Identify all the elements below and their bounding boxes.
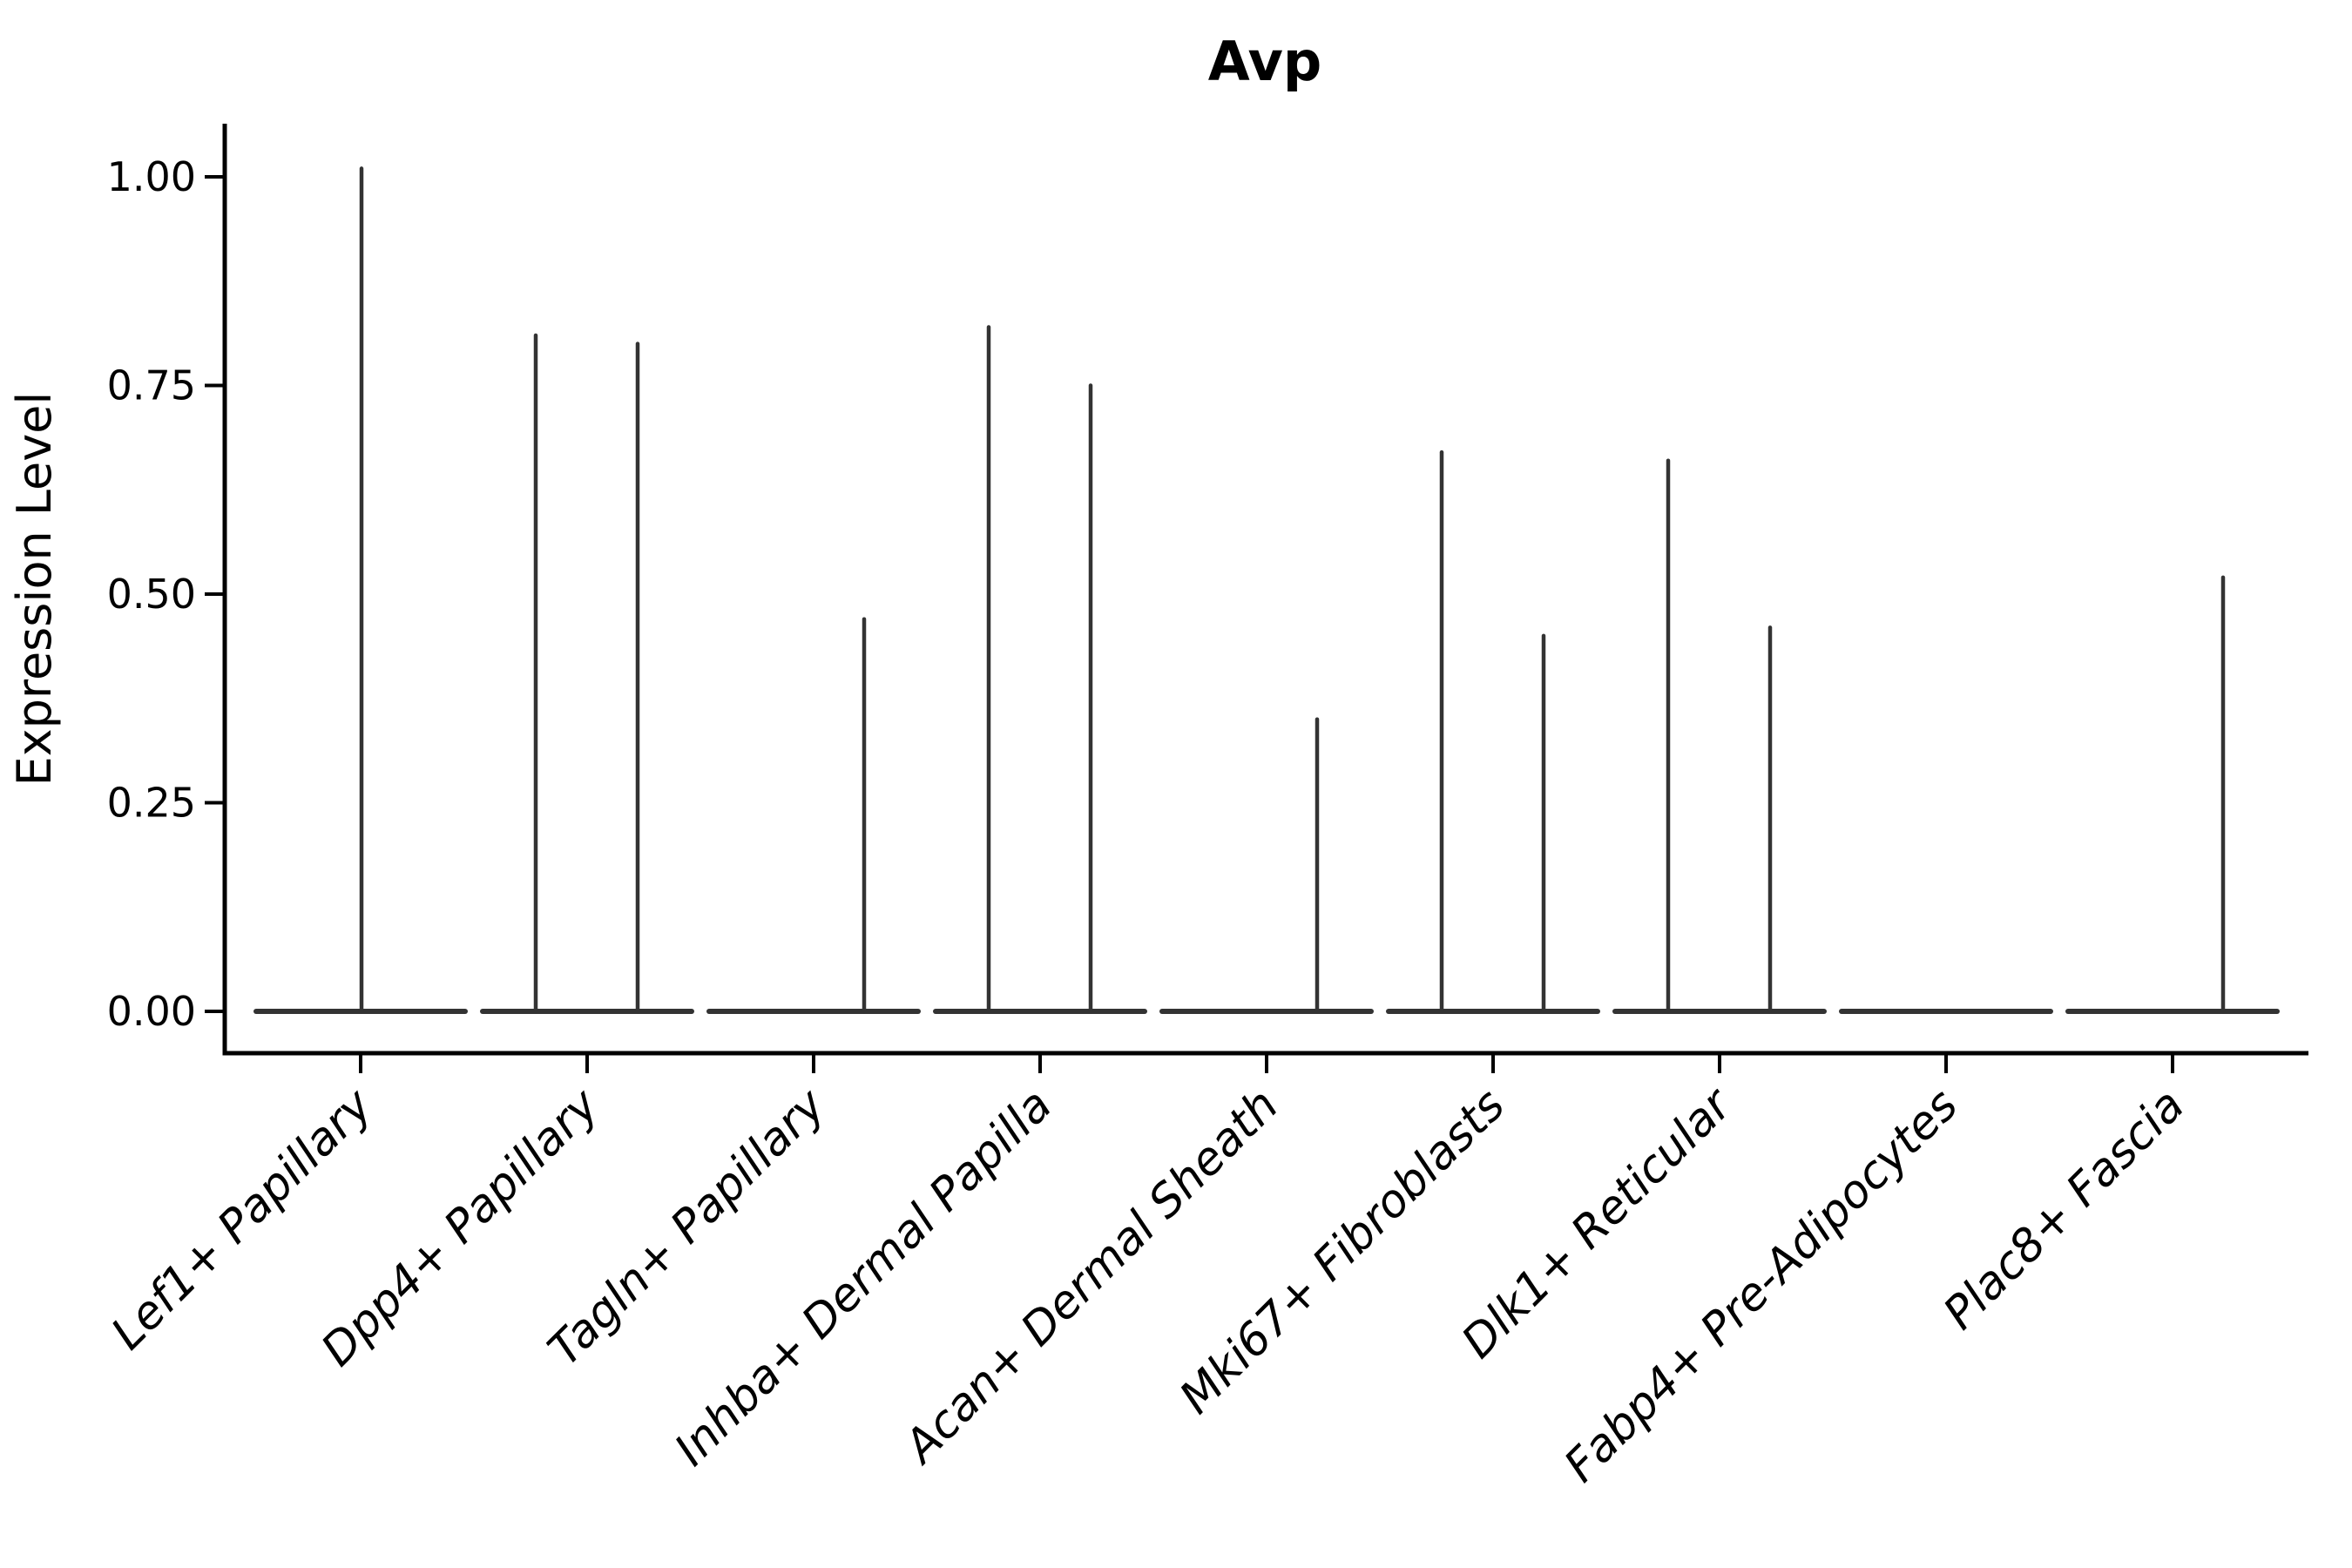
violin-plac8-fascia	[2065, 575, 2280, 1014]
x-tick-label-acan-dermal-sheath: Acan+ Dermal Sheath	[893, 1079, 1288, 1475]
violin-dpp4-papillary	[480, 333, 694, 1014]
violin-lef1-papillary	[253, 166, 468, 1014]
y-tick-label-0-50: 0.50	[107, 571, 196, 618]
y-tick-label-0-00: 0.00	[107, 988, 196, 1035]
x-tick-label-inhba-dermal-papilla: Inhba+ Dermal Papilla	[665, 1079, 1062, 1477]
x-tick-label-plac8-fascia: Plac8+ Fascia	[1934, 1079, 2194, 1340]
y-tick-label-0-75: 0.75	[107, 362, 196, 409]
violins-layer	[253, 166, 2280, 1014]
violin-acan-dermal-sheath	[1159, 717, 1374, 1014]
violin-dlk1-reticular	[1612, 458, 1827, 1014]
violin-inhba-dermal-papilla	[933, 325, 1147, 1014]
y-tick-label-0-25: 0.25	[107, 780, 196, 827]
y-tick-label-1-00: 1.00	[107, 153, 196, 200]
x-tick-label-fabp4-pre-adipocytes: Fabp4+ Pre-Adipocytes	[1555, 1079, 1969, 1493]
y-axis-title: Expression Level	[7, 392, 62, 787]
chart-title: Avp	[1208, 30, 1322, 93]
violin-mki67-fibroblasts	[1386, 449, 1600, 1014]
violin-tagln-papillary	[706, 617, 921, 1014]
